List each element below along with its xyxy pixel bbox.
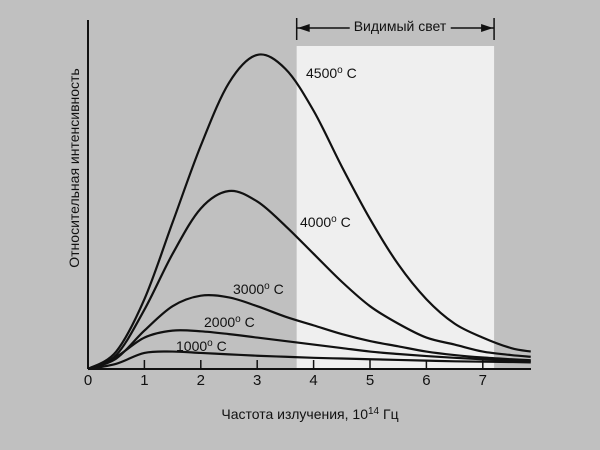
x-tick-label: 6	[422, 372, 431, 389]
x-tick-label: 0	[83, 372, 93, 389]
series-label-4500: 4500o C	[306, 65, 357, 81]
series-line-4000	[87, 189, 531, 371]
x-tick-label: 4	[309, 372, 318, 389]
x-tick-label: 3	[253, 372, 262, 389]
series-label-3000: 3000o C	[233, 281, 284, 297]
series-line-4500	[87, 53, 531, 370]
series-label-4000: 4000o C	[300, 214, 351, 230]
series-line-3000	[87, 294, 531, 371]
series-label-2000: 2000o C	[204, 314, 255, 330]
visible-light-band	[296, 46, 495, 369]
series-line-2000	[87, 329, 531, 371]
x-tick-label: 5	[365, 372, 375, 389]
y-axis-label: Относительная интенсивность	[66, 68, 82, 268]
visible-light-label: Видимый свет	[349, 18, 451, 34]
x-tick-label: 7	[478, 372, 487, 389]
x-axis-label: Частота излучения, 1014 Гц	[221, 406, 399, 422]
x-tick-label: 2	[196, 372, 205, 389]
series-label-1000: 1000o C	[176, 338, 227, 354]
x-tick-label: 1	[140, 372, 149, 389]
series-line-1000	[87, 350, 531, 371]
